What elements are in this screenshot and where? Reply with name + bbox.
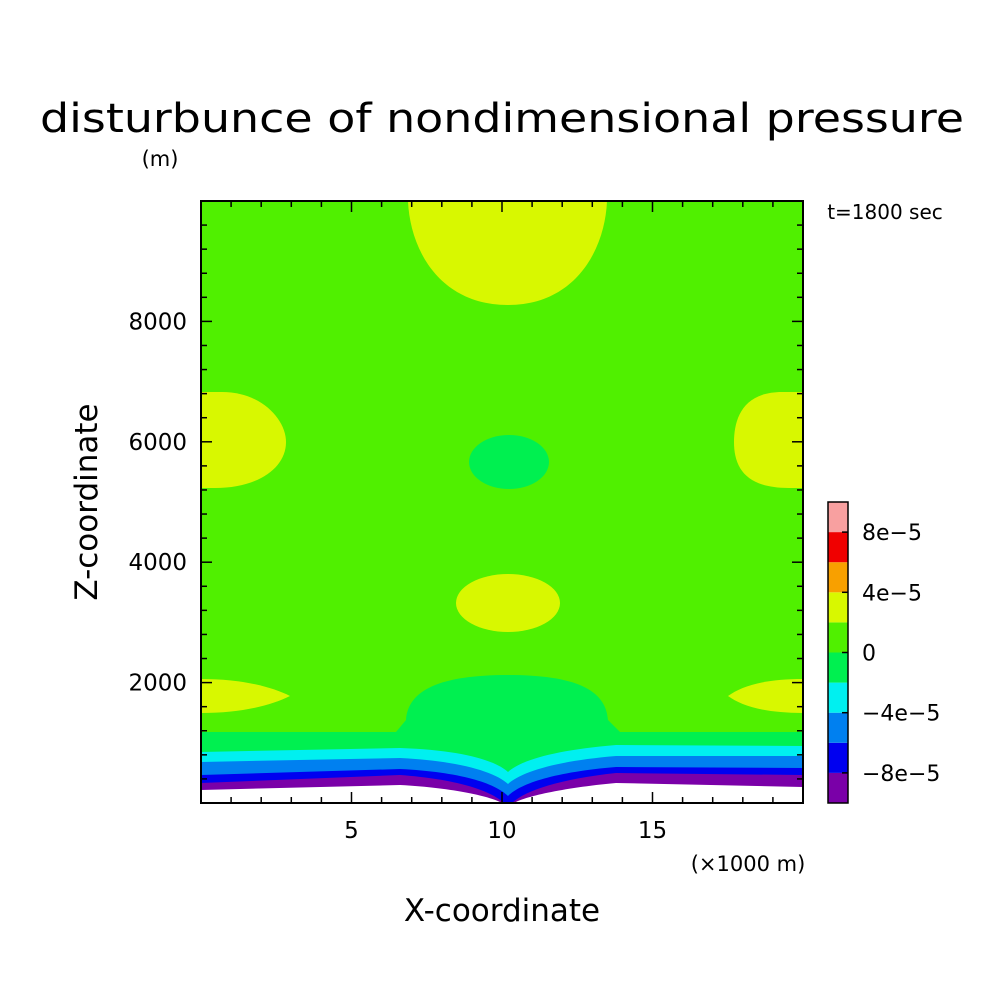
y-tick-label: 2000 [128,671,187,697]
chart-title: disturbunce of nondimensional pressure [40,96,964,142]
colorbar-swatch [828,532,848,563]
colorbar-tick-label: 0 [862,642,876,667]
colorbar-tick-label: −4e−5 [862,702,940,727]
contour-region-right-low [728,679,803,713]
colorbar-tick-label: −8e−5 [862,762,940,787]
x-axis-label: X-coordinate [404,893,600,929]
y-tick-label: 6000 [128,430,187,456]
contour-region-upper-lobe [408,201,607,305]
colorbar-swatch [828,772,848,803]
contour-region-left-low [201,679,290,713]
colorbar-swatch [828,652,848,683]
y-tick-labels: 2000 4000 6000 8000 [128,309,187,696]
plot-area [200,200,804,804]
title-units: (m) [142,147,179,171]
axis-ticks [201,201,803,803]
x-tick-label: 5 [344,818,359,844]
x-units-label: (×1000 m) [691,852,806,876]
contour-region-left-mid [201,392,286,488]
y-tick-label: 8000 [128,309,187,335]
colorbar-tick-label: 8e−5 [862,521,922,546]
colorbar-swatch [828,562,848,593]
colorbar: −8e−5 −4e−5 0 4e−5 8e−5 [827,501,940,804]
time-label: t=1800 sec [827,200,943,224]
x-tick-labels: 5 10 15 [344,818,667,844]
contour-region-center-positive [456,574,560,632]
x-tick-label: 15 [638,818,667,844]
colorbar-swatch [828,682,848,713]
colorbar-swatch [828,742,848,773]
contour-region-right-mid [734,392,803,488]
contour-region-center-negative [469,435,549,489]
y-axis-label: Z-coordinate [69,403,105,600]
colorbar-tick-label: 4e−5 [862,581,922,606]
x-tick-label: 10 [487,818,516,844]
colorbar-swatch [828,502,848,533]
colorbar-swatch [828,712,848,743]
colorbar-swatch [828,592,848,623]
colorbar-swatch [828,622,848,653]
y-tick-label: 4000 [128,550,187,576]
contour-fill [201,201,803,803]
